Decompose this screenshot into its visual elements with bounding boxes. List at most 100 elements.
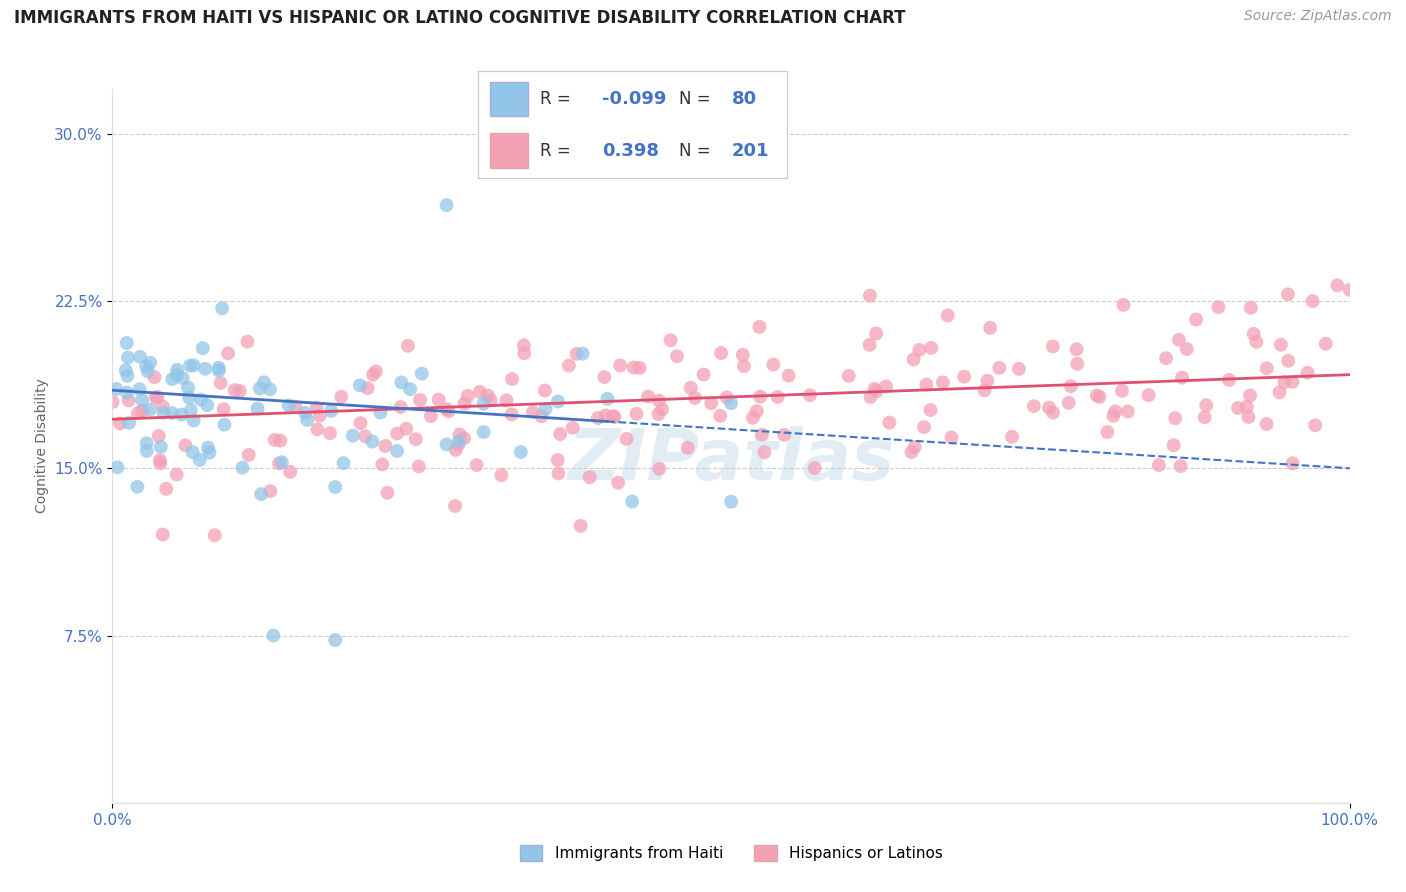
Point xyxy=(259,484,281,499)
Point xyxy=(1137,388,1160,402)
Point xyxy=(1339,283,1361,297)
Point xyxy=(1256,361,1278,376)
Point xyxy=(179,391,201,405)
Point xyxy=(427,392,450,407)
Point xyxy=(609,359,631,373)
Point xyxy=(751,427,773,442)
Point xyxy=(250,487,273,501)
Point xyxy=(1302,293,1324,308)
Point xyxy=(1038,401,1060,415)
Point xyxy=(903,352,925,367)
Point xyxy=(194,361,217,376)
Text: R =: R = xyxy=(540,142,571,160)
Point xyxy=(548,427,571,442)
Point xyxy=(107,460,129,475)
Point xyxy=(148,429,170,443)
Point xyxy=(596,392,619,406)
Point xyxy=(453,397,475,411)
Point xyxy=(754,445,776,459)
Point xyxy=(172,371,194,385)
Point xyxy=(149,440,172,454)
Point xyxy=(647,407,669,421)
Text: -0.099: -0.099 xyxy=(602,90,666,108)
Point xyxy=(799,388,821,402)
Point xyxy=(859,390,882,404)
Point xyxy=(1296,366,1319,380)
FancyBboxPatch shape xyxy=(491,82,527,116)
Point xyxy=(578,470,600,484)
Point xyxy=(211,301,233,316)
Point xyxy=(1088,390,1111,404)
Point xyxy=(166,368,188,382)
Point xyxy=(356,381,378,395)
Point xyxy=(561,421,583,435)
Point xyxy=(118,416,141,430)
Point xyxy=(749,390,772,404)
Point xyxy=(183,359,205,373)
Text: Source: ZipAtlas.com: Source: ZipAtlas.com xyxy=(1244,9,1392,23)
Point xyxy=(603,410,626,425)
Point xyxy=(332,456,354,470)
Point xyxy=(866,384,889,399)
Point xyxy=(127,480,149,494)
Point xyxy=(330,390,353,404)
Point xyxy=(859,288,882,302)
Point xyxy=(1270,337,1292,351)
Point xyxy=(135,436,157,450)
Point xyxy=(534,384,557,398)
Text: N =: N = xyxy=(679,90,710,108)
Point xyxy=(349,378,371,392)
Point xyxy=(1170,458,1192,473)
Point xyxy=(323,633,346,648)
Point xyxy=(115,335,138,350)
Point xyxy=(449,427,471,442)
Point xyxy=(361,434,384,449)
Point xyxy=(117,368,139,383)
Point xyxy=(395,422,418,436)
Point xyxy=(444,499,467,513)
Point xyxy=(648,393,671,408)
Point xyxy=(179,359,201,373)
Point xyxy=(270,455,292,469)
Point xyxy=(253,376,276,390)
Point xyxy=(195,398,218,412)
Point xyxy=(988,360,1011,375)
Point xyxy=(676,441,699,455)
Point xyxy=(405,432,427,446)
Text: N =: N = xyxy=(679,142,710,160)
Point xyxy=(278,465,301,479)
Point xyxy=(915,377,938,392)
Point xyxy=(263,433,285,447)
Point xyxy=(131,403,153,417)
Point xyxy=(117,351,139,365)
Point xyxy=(565,347,588,361)
Point xyxy=(191,341,214,355)
Point xyxy=(361,368,384,382)
Point xyxy=(904,440,927,454)
Point xyxy=(204,528,226,542)
Point xyxy=(1154,351,1177,366)
Point xyxy=(115,385,138,400)
Point xyxy=(409,392,432,407)
Point xyxy=(522,405,544,419)
Point xyxy=(509,445,531,459)
Point xyxy=(748,319,770,334)
Point xyxy=(114,363,136,377)
Point xyxy=(149,453,172,467)
Point xyxy=(217,346,239,360)
Point xyxy=(1208,300,1230,314)
Point xyxy=(628,360,651,375)
Point xyxy=(135,359,157,374)
Point xyxy=(436,437,458,451)
Point xyxy=(166,467,188,482)
Point xyxy=(547,453,569,467)
Point xyxy=(135,443,157,458)
Point xyxy=(277,399,299,413)
Point xyxy=(1167,333,1189,347)
Point xyxy=(720,494,742,508)
Point xyxy=(1194,410,1216,425)
Point xyxy=(349,416,371,430)
Point xyxy=(444,442,467,457)
Point xyxy=(284,400,307,414)
Point xyxy=(174,438,197,452)
